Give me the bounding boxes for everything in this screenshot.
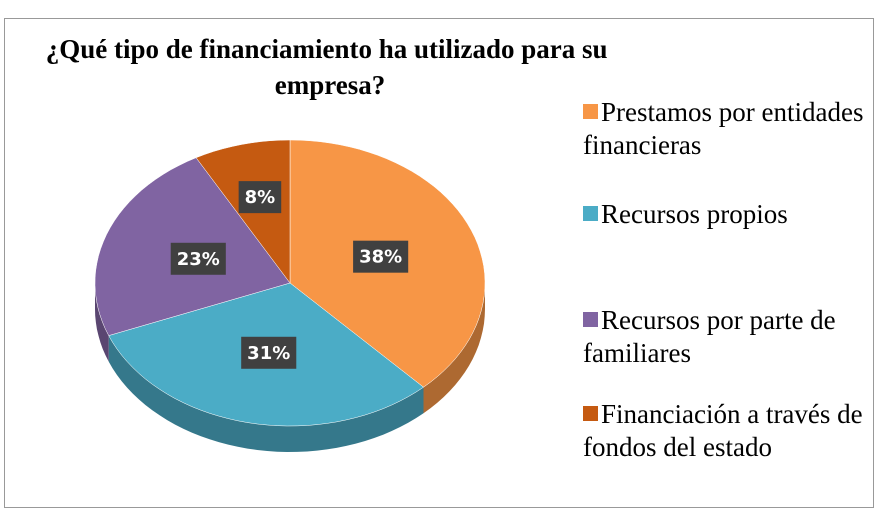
legend-item: Recursos por parte de familiares	[583, 304, 868, 370]
pie-side	[95, 283, 109, 362]
data-label-box	[238, 181, 282, 214]
legend-swatch	[583, 406, 598, 421]
data-label: 8%	[245, 187, 276, 208]
legend-swatch	[583, 104, 598, 119]
legend-swatch	[583, 312, 598, 327]
legend-item: Prestamos por entidades financieras	[583, 96, 868, 162]
legend-item: Financiación a través de fondos del esta…	[583, 398, 868, 464]
chart-title-line: empresa?	[275, 70, 385, 100]
legend-label: Financiación a través de fondos del esta…	[583, 399, 863, 462]
chart-title: ¿Qué tipo de financiamiento ha utilizado…	[46, 34, 615, 100]
chart-title-line: ¿Qué tipo de financiamiento ha utilizado…	[46, 34, 608, 64]
data-label-box	[241, 336, 297, 369]
data-label: 38%	[359, 247, 402, 268]
legend-label: Prestamos por entidades financieras	[583, 97, 864, 160]
data-label-box	[170, 242, 226, 275]
legend-label: Recursos propios	[601, 199, 788, 229]
pie-side	[108, 335, 424, 452]
pie-side	[423, 283, 485, 414]
legend-label: Recursos por parte de familiares	[583, 305, 836, 368]
data-label-box	[353, 240, 409, 273]
legend-item: Recursos propios	[583, 198, 868, 231]
legend-swatch	[583, 206, 598, 221]
data-label: 31%	[247, 343, 290, 364]
data-label: 23%	[177, 249, 220, 270]
